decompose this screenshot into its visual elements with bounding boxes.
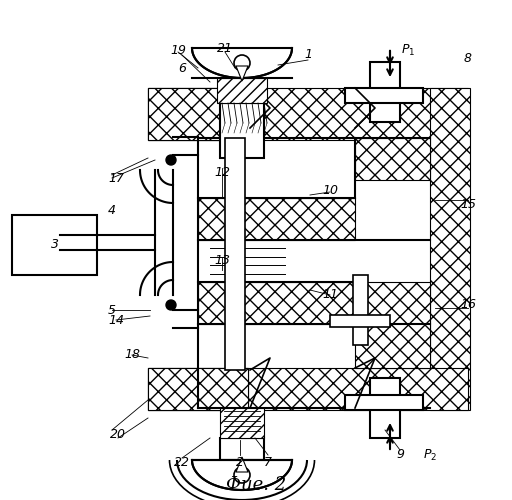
Polygon shape xyxy=(192,48,292,78)
Text: 3: 3 xyxy=(51,238,59,252)
Bar xyxy=(355,138,430,180)
Bar xyxy=(430,88,470,410)
Text: 22: 22 xyxy=(174,456,190,468)
Circle shape xyxy=(234,467,250,483)
Polygon shape xyxy=(192,460,292,490)
Text: 5: 5 xyxy=(108,304,116,316)
Circle shape xyxy=(166,300,176,310)
Text: Фие. 2: Фие. 2 xyxy=(226,476,286,494)
Text: 1: 1 xyxy=(304,48,312,62)
Text: 4: 4 xyxy=(108,204,116,216)
Text: 16: 16 xyxy=(460,298,476,312)
Circle shape xyxy=(166,155,176,165)
Bar xyxy=(370,378,400,438)
Bar xyxy=(148,368,248,410)
Polygon shape xyxy=(236,66,248,81)
Text: 13: 13 xyxy=(214,254,230,266)
Text: 8: 8 xyxy=(464,52,472,64)
Bar xyxy=(220,408,264,438)
Bar xyxy=(225,138,245,370)
Bar xyxy=(345,88,423,103)
Bar xyxy=(220,438,264,460)
Bar xyxy=(148,368,468,410)
Bar xyxy=(12,215,97,275)
Text: 9: 9 xyxy=(396,448,404,462)
Bar xyxy=(370,62,400,122)
Bar xyxy=(148,88,248,140)
Bar xyxy=(148,88,468,140)
Text: 7: 7 xyxy=(264,456,272,468)
Text: $P_2$: $P_2$ xyxy=(423,448,437,462)
Bar xyxy=(355,282,430,368)
Text: 12: 12 xyxy=(214,166,230,178)
Bar xyxy=(217,78,267,103)
Text: 14: 14 xyxy=(108,314,124,326)
Bar xyxy=(330,315,390,327)
Bar xyxy=(148,368,248,410)
Text: 17: 17 xyxy=(108,172,124,184)
Text: 20: 20 xyxy=(110,428,126,442)
Bar xyxy=(198,198,355,240)
Text: 2: 2 xyxy=(236,456,244,468)
Bar xyxy=(198,282,355,324)
Polygon shape xyxy=(236,457,248,472)
Text: 18: 18 xyxy=(124,348,140,362)
Text: 19: 19 xyxy=(170,44,186,57)
Text: 6: 6 xyxy=(178,62,186,74)
Text: 11: 11 xyxy=(322,288,338,302)
Text: $P_1$: $P_1$ xyxy=(401,42,415,58)
Bar xyxy=(353,275,368,345)
Text: 15: 15 xyxy=(460,198,476,211)
Circle shape xyxy=(234,55,250,71)
Text: 10: 10 xyxy=(322,184,338,196)
Text: 21: 21 xyxy=(217,42,233,54)
Bar xyxy=(345,395,423,410)
Bar xyxy=(220,103,264,158)
Bar xyxy=(148,88,248,140)
